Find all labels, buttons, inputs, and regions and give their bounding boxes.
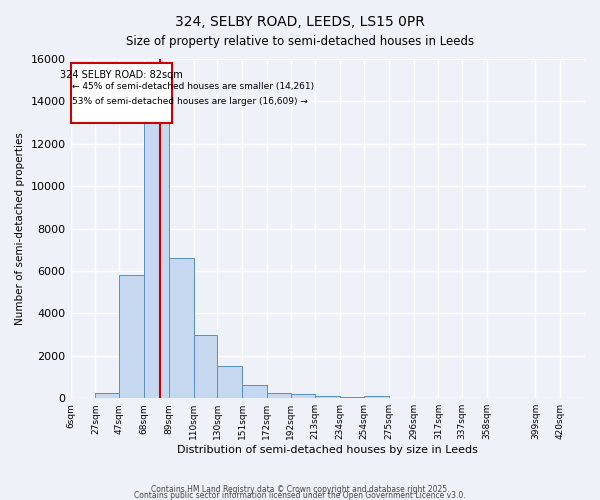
X-axis label: Distribution of semi-detached houses by size in Leeds: Distribution of semi-detached houses by … [178,445,478,455]
Text: Contains public sector information licensed under the Open Government Licence v3: Contains public sector information licen… [134,490,466,500]
Bar [364,396,389,398]
Bar [340,397,364,398]
Text: 53% of semi-detached houses are larger (16,609) →: 53% of semi-detached houses are larger (… [72,97,308,106]
Bar [119,275,144,398]
Bar [242,386,267,398]
Text: Size of property relative to semi-detached houses in Leeds: Size of property relative to semi-detach… [126,35,474,48]
Bar [71,63,172,122]
Bar [194,334,217,398]
Text: 324, SELBY ROAD, LEEDS, LS15 0PR: 324, SELBY ROAD, LEEDS, LS15 0PR [175,15,425,29]
Text: ← 45% of semi-detached houses are smaller (14,261): ← 45% of semi-detached houses are smalle… [72,82,314,92]
Bar [316,396,340,398]
Bar [267,393,290,398]
Bar [95,393,119,398]
Text: Contains HM Land Registry data © Crown copyright and database right 2025.: Contains HM Land Registry data © Crown c… [151,484,449,494]
Text: 324 SELBY ROAD: 82sqm: 324 SELBY ROAD: 82sqm [60,70,183,80]
Bar [290,394,316,398]
Bar [217,366,242,398]
Y-axis label: Number of semi-detached properties: Number of semi-detached properties [15,132,25,325]
Bar [144,122,169,398]
Bar [169,258,194,398]
